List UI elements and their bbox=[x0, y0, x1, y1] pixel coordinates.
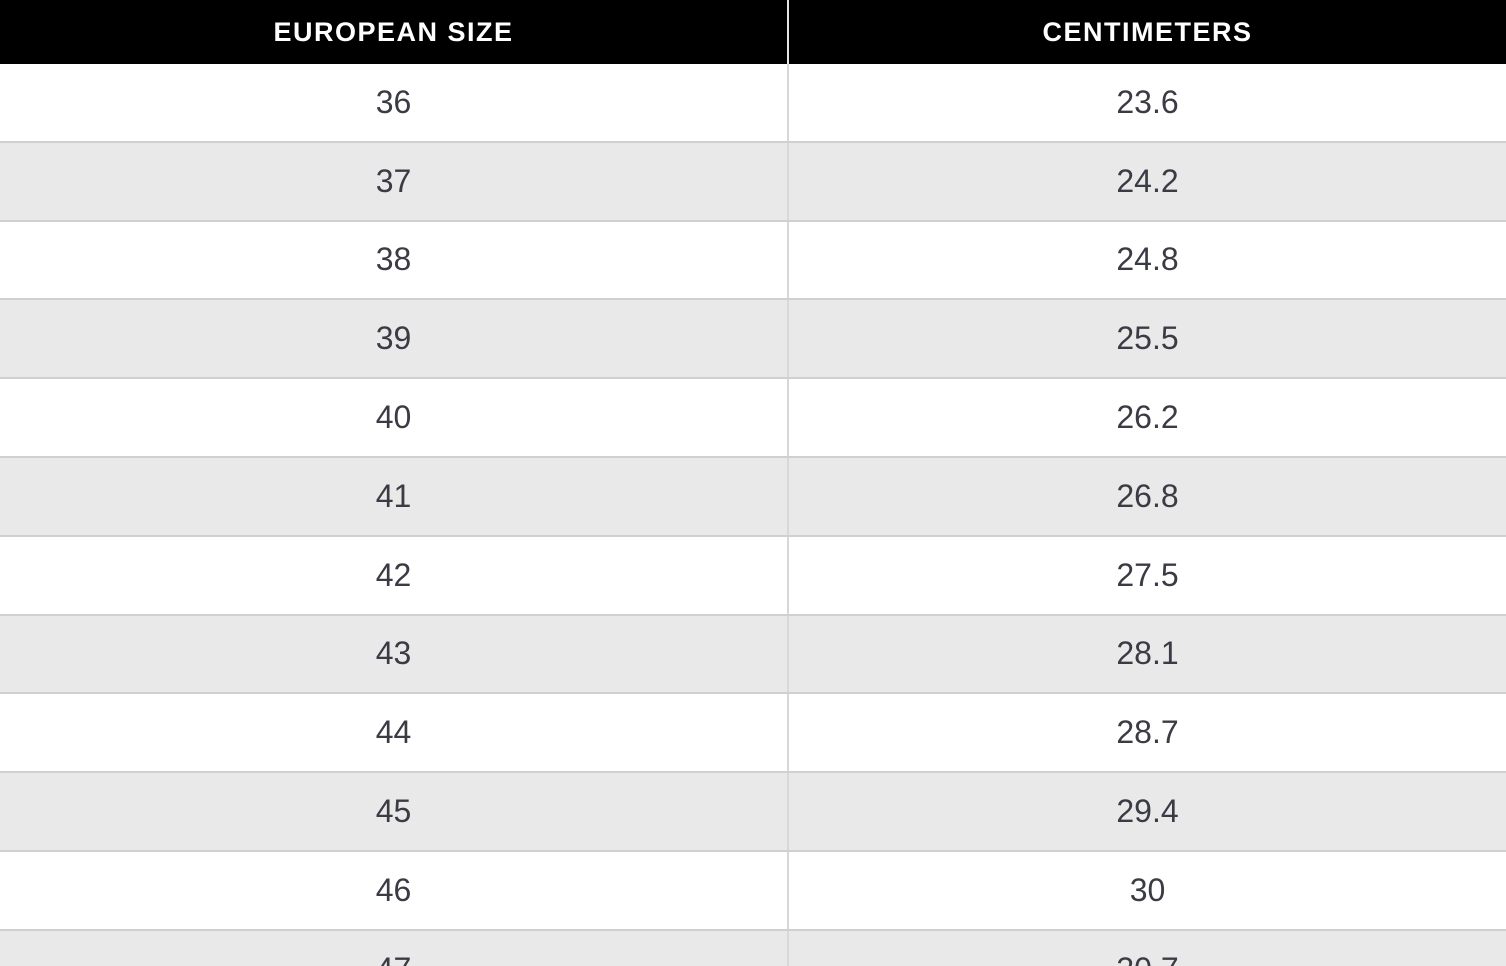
table-row: 4730.7 bbox=[0, 929, 1506, 966]
cell-centimeters: 23.6 bbox=[788, 64, 1506, 143]
table-row: 37 24.2 bbox=[0, 141, 1506, 222]
table-row: 41 26.8 bbox=[0, 456, 1506, 537]
header-cell-european-size: EUROPEAN SIZE bbox=[0, 0, 789, 64]
header-cell-centimeters: CENTIMETERS bbox=[788, 0, 1506, 64]
cell-centimeters: 24.8 bbox=[788, 220, 1506, 301]
cell-centimeters: 30.7 bbox=[788, 929, 1506, 966]
table-row: 39 25.5 bbox=[0, 299, 1506, 380]
table-header: EUROPEAN SIZE CENTIMETERS bbox=[0, 0, 1506, 64]
table-row: 45 29.4 bbox=[0, 772, 1506, 852]
cell-european-size: 47 bbox=[0, 929, 789, 966]
cell-european-size: 44 bbox=[0, 693, 789, 774]
table-row: 46 30 bbox=[0, 850, 1506, 931]
cell-european-size: 39 bbox=[0, 299, 789, 380]
cell-european-size: 45 bbox=[0, 772, 789, 852]
cell-european-size: 38 bbox=[0, 220, 789, 301]
cell-centimeters: 26.8 bbox=[788, 456, 1506, 537]
header-row: EUROPEAN SIZE CENTIMETERS bbox=[0, 0, 1506, 64]
table-row: 42 27.5 bbox=[0, 535, 1506, 616]
cell-centimeters: 29.4 bbox=[788, 772, 1506, 852]
cell-european-size: 43 bbox=[0, 614, 789, 695]
cell-european-size: 36 bbox=[0, 64, 789, 143]
cell-centimeters: 28.7 bbox=[788, 693, 1506, 774]
table-row: 38 24.8 bbox=[0, 220, 1506, 301]
cell-centimeters: 24.2 bbox=[788, 141, 1506, 222]
table-row: 44 28.7 bbox=[0, 693, 1506, 774]
cell-european-size: 37 bbox=[0, 141, 789, 222]
cell-centimeters: 27.5 bbox=[788, 535, 1506, 616]
cell-centimeters: 26.2 bbox=[788, 378, 1506, 458]
cell-centimeters: 30 bbox=[788, 850, 1506, 931]
cell-centimeters: 25.5 bbox=[788, 299, 1506, 380]
table-row: 43 28.1 bbox=[0, 614, 1506, 695]
cell-european-size: 41 bbox=[0, 456, 789, 537]
table-row: 36 23.6 bbox=[0, 64, 1506, 143]
cell-european-size: 46 bbox=[0, 850, 789, 931]
table-body: 36 23.6 37 24.2 38 24.8 39 25.5 40 26.2 41 26.8 42 27… bbox=[0, 64, 1506, 966]
cell-centimeters: 28.1 bbox=[788, 614, 1506, 695]
table-row: 40 26.2 bbox=[0, 378, 1506, 458]
cell-european-size: 42 bbox=[0, 535, 789, 616]
cell-european-size: 40 bbox=[0, 378, 789, 458]
